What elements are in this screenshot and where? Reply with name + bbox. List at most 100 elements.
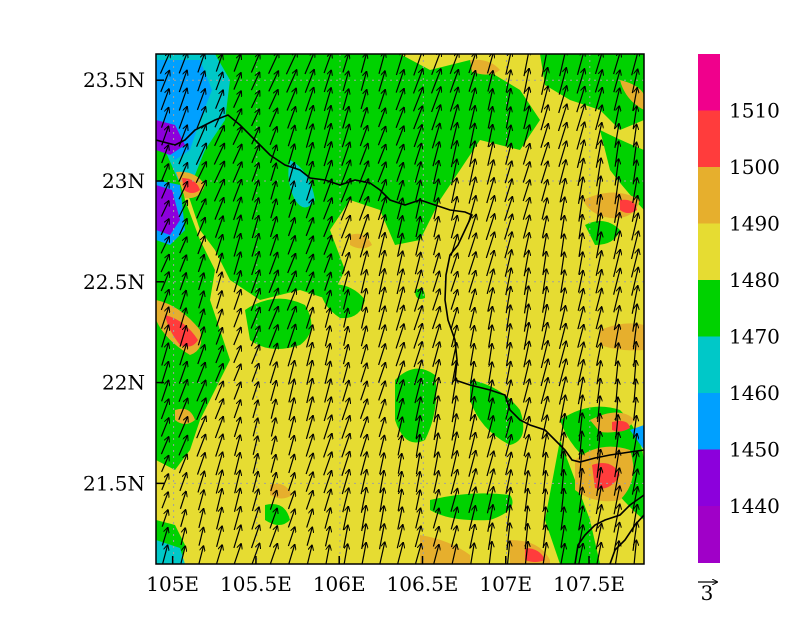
wind-vector bbox=[178, 399, 188, 421]
wind-vector bbox=[450, 451, 457, 477]
wind-vector bbox=[196, 435, 205, 457]
wind-vector bbox=[306, 546, 312, 564]
wind-vector bbox=[559, 288, 565, 312]
wind-vector bbox=[323, 471, 331, 494]
wind-vector bbox=[414, 526, 421, 548]
wind-vector bbox=[198, 310, 204, 327]
wind-vector bbox=[433, 235, 439, 256]
wind-vector bbox=[197, 54, 205, 73]
wind-vector bbox=[287, 236, 295, 255]
wind-vector bbox=[215, 235, 223, 256]
colorbar: 1510 1500 1490 1480 1470 1460 1450 1440 bbox=[698, 54, 780, 563]
wind-vector bbox=[233, 489, 241, 512]
wind-vector bbox=[360, 108, 367, 128]
wind-vector bbox=[233, 252, 240, 275]
wind-vector bbox=[196, 89, 205, 111]
wind-vector bbox=[359, 126, 367, 147]
wind-vector bbox=[304, 70, 314, 93]
wind-vector bbox=[559, 396, 565, 423]
wind-vector bbox=[341, 125, 349, 148]
wind-vector bbox=[396, 525, 402, 549]
wind-vector bbox=[486, 178, 494, 204]
wind-vector bbox=[178, 163, 187, 182]
wind-vector bbox=[323, 434, 332, 458]
wind-vector bbox=[305, 454, 313, 475]
wind-vector bbox=[305, 181, 313, 201]
wind-vector bbox=[305, 290, 313, 310]
wind-vector bbox=[558, 377, 566, 405]
wind-vector bbox=[378, 382, 385, 401]
wind-vector bbox=[232, 145, 242, 164]
wind-vector bbox=[522, 180, 530, 202]
colorbar-swatch bbox=[698, 54, 720, 111]
wind-vector bbox=[540, 360, 548, 387]
wind-vector bbox=[323, 198, 332, 220]
wind-vector bbox=[486, 251, 494, 277]
wind-vector bbox=[270, 418, 275, 437]
wind-vector bbox=[486, 270, 493, 295]
wind-vector bbox=[522, 216, 530, 239]
wind-vector bbox=[323, 88, 331, 112]
wind-vector bbox=[359, 435, 368, 457]
wind-vector bbox=[540, 162, 548, 184]
wind-vector bbox=[450, 216, 457, 239]
wind-vector bbox=[196, 107, 205, 129]
wind-vector bbox=[161, 546, 168, 564]
wind-vector bbox=[178, 54, 187, 74]
colorbar-label: 1440 bbox=[729, 494, 780, 518]
wind-vector bbox=[198, 546, 203, 564]
wind-vector bbox=[378, 307, 385, 330]
wind-vector bbox=[179, 237, 187, 254]
wind-vector bbox=[323, 106, 331, 130]
wind-vector bbox=[196, 381, 206, 402]
wind-vector bbox=[396, 216, 403, 238]
wind-vector bbox=[395, 145, 404, 164]
wind-vector bbox=[523, 417, 530, 439]
wind-vector bbox=[359, 400, 368, 419]
colorbar-label: 1450 bbox=[729, 438, 780, 462]
wind-vector bbox=[613, 71, 620, 93]
wind-vector bbox=[468, 469, 476, 496]
wind-vector bbox=[451, 414, 457, 441]
wind-vector bbox=[251, 507, 259, 530]
wind-vector bbox=[233, 507, 240, 531]
wind-vector bbox=[377, 198, 385, 221]
wind-vector bbox=[341, 234, 350, 257]
wind-vector bbox=[378, 418, 385, 438]
wind-vector bbox=[523, 125, 530, 147]
wind-vector bbox=[487, 416, 494, 439]
wind-vector bbox=[324, 309, 330, 328]
wind-vector bbox=[288, 436, 294, 456]
wind-vector bbox=[287, 510, 294, 528]
wind-vector bbox=[396, 199, 402, 220]
wind-vector bbox=[250, 270, 259, 294]
wind-vector bbox=[306, 528, 312, 546]
wind-vector bbox=[270, 437, 275, 455]
wind-vector bbox=[485, 196, 494, 222]
wind-vector bbox=[250, 308, 260, 329]
wind-vector bbox=[523, 233, 529, 258]
wind-vector bbox=[613, 269, 621, 295]
wind-vector bbox=[431, 105, 441, 131]
wind-vector bbox=[449, 54, 458, 75]
wind-vector bbox=[504, 197, 513, 221]
wind-vector bbox=[469, 397, 474, 422]
wind-vector bbox=[540, 378, 548, 404]
wind-vector bbox=[198, 528, 203, 546]
wind-vector bbox=[324, 344, 330, 366]
wind-vector bbox=[613, 468, 619, 496]
wind-vector bbox=[504, 215, 513, 240]
x-tick-label: 105.5E bbox=[220, 572, 292, 596]
wind-vector bbox=[288, 361, 295, 385]
wind-vector bbox=[268, 325, 278, 348]
wind-vector bbox=[505, 417, 512, 438]
wind-vector bbox=[270, 400, 276, 419]
wind-vector bbox=[252, 401, 258, 419]
wind-vector bbox=[614, 451, 619, 478]
wind-vector bbox=[595, 487, 601, 515]
wind-vector bbox=[378, 325, 385, 348]
wind-vector bbox=[250, 525, 260, 549]
colorbar-label: 1480 bbox=[729, 268, 780, 292]
wind-vector bbox=[595, 141, 601, 168]
